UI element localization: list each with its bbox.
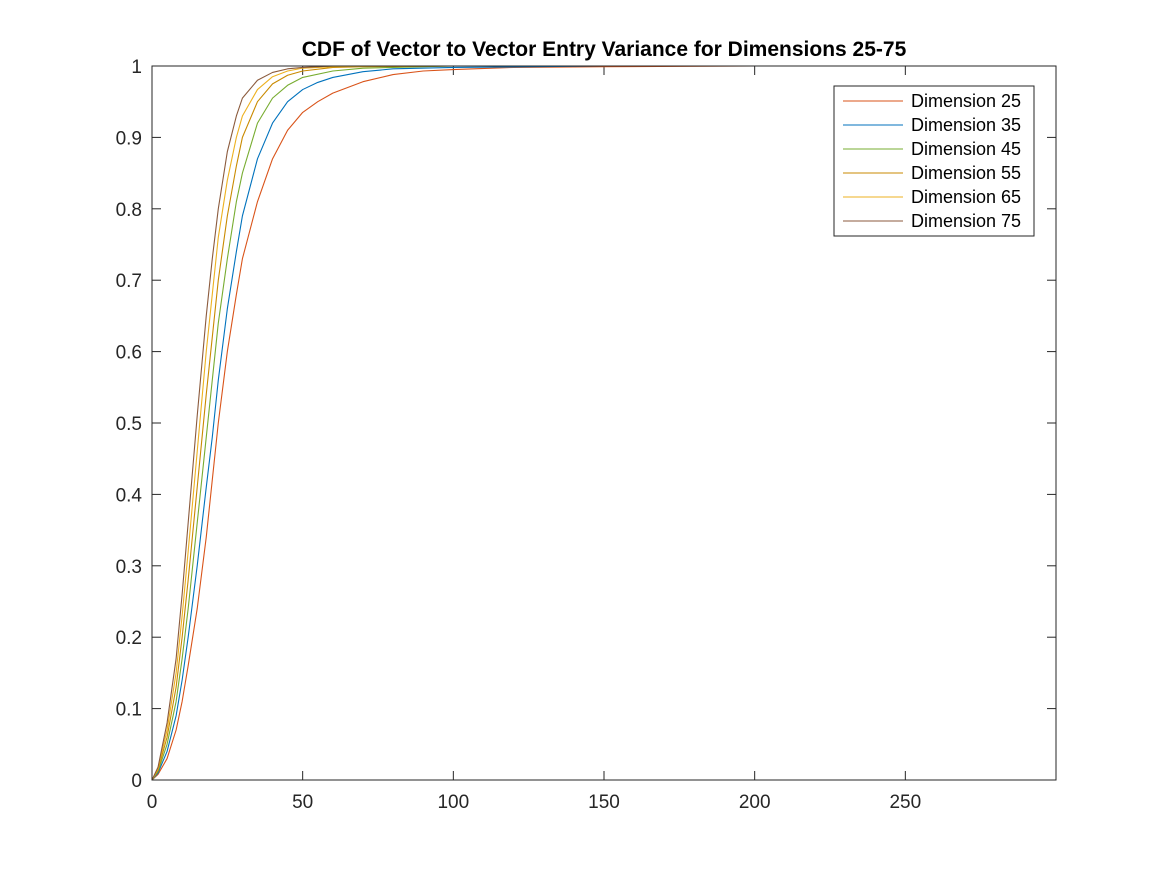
legend-label: Dimension 75 [911,211,1021,231]
y-tick-label: 0.3 [116,557,142,578]
y-tick-label: 0.2 [116,628,142,649]
x-tick-label: 0 [147,792,158,813]
series-line-2 [151,65,1056,781]
y-tick-label: 0.4 [116,485,143,506]
y-tick-label: 1 [131,57,142,78]
y-tick-label: 0 [131,771,142,792]
y-tick-label: 0.5 [116,414,142,435]
plot-frame [151,65,1057,781]
series-line-1 [151,65,1056,781]
series-line-4 [151,65,1056,781]
x-tick-label: 250 [889,792,921,813]
legend-label: Dimension 35 [911,115,1021,135]
y-tick-label: 0.7 [116,271,142,292]
x-tick-label: 150 [588,792,620,813]
y-tick-label: 0.6 [116,343,142,364]
legend: Dimension 25 Dimension 35 Dimension 45 Dime… [833,85,1035,237]
ticks-layer: 0 50 100 150 200 250 0 0.1 0.2 0.3 0.4 0.5 0.6 0.7 0.8… [116,57,1056,813]
y-tick-label: 0.8 [116,200,142,221]
chart-title: CDF of Vector to Vector Entry Variance f… [302,38,907,61]
series-line-3 [151,65,1056,781]
series-layer [151,65,1056,781]
x-tick-label: 100 [437,792,469,813]
legend-label: Dimension 25 [911,91,1021,111]
x-tick-label: 50 [292,792,313,813]
legend-box [833,85,1035,237]
y-tick-label: 0.9 [116,128,142,149]
x-tick-label: 200 [739,792,771,813]
y-tick-label: 0.1 [116,700,142,721]
legend-label: Dimension 65 [911,187,1021,207]
legend-label: Dimension 55 [911,163,1021,183]
legend-label: Dimension 45 [911,139,1021,159]
series-line-6 [151,65,1056,781]
series-line-5 [151,65,1056,781]
